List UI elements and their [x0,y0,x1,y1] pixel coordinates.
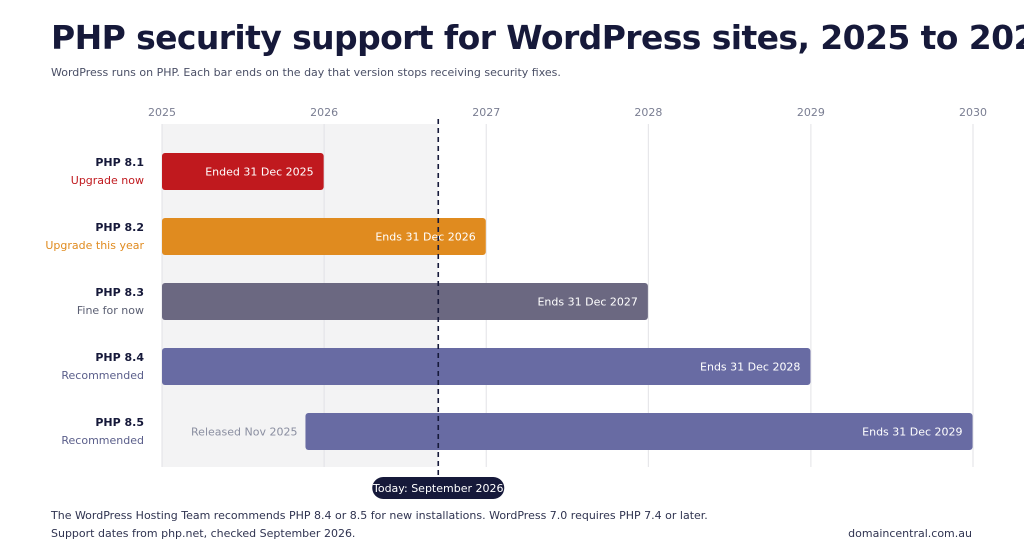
row-status-label: Recommended [61,369,144,382]
footer-note-recommendation: The WordPress Hosting Team recommends PH… [51,509,708,522]
x-tick-label: 2029 [797,106,825,119]
support-bar [305,413,973,450]
x-tick-label: 2025 [148,106,176,119]
row-version-label: PHP 8.2 [95,221,144,234]
bar-end-label: Ends 31 Dec 2029 [862,426,962,439]
bar-end-label: Ends 31 Dec 2028 [700,361,800,374]
bar-end-label: Ends 31 Dec 2026 [375,231,475,244]
release-label: Released Nov 2025 [191,426,297,439]
x-tick-label: 2030 [959,106,987,119]
bar-end-label: Ended 31 Dec 2025 [205,166,313,179]
support-bar [162,283,648,320]
x-tick-label: 2028 [634,106,662,119]
row-version-label: PHP 8.1 [95,156,144,169]
row-version-label: PHP 8.4 [95,351,144,364]
row-status-label: Fine for now [77,304,144,317]
support-bar [162,218,486,255]
row-status-label: Upgrade this year [45,239,144,252]
row-version-label: PHP 8.3 [95,286,144,299]
bar-end-label: Ends 31 Dec 2027 [537,296,637,309]
today-badge [372,477,505,499]
row-version-label: PHP 8.5 [95,416,144,429]
row-status-label: Recommended [61,434,144,447]
page-subtitle: WordPress runs on PHP. Each bar ends on … [51,66,561,79]
x-tick-label: 2026 [310,106,338,119]
today-label: Today: September 2026 [372,482,504,495]
support-bar [162,348,811,385]
page-title: PHP security support for WordPress sites… [51,18,1024,57]
footer-note-source: Support dates from php.net, checked Sept… [51,527,356,540]
brand-link[interactable]: domaincentral.com.au [848,527,972,540]
x-tick-label: 2027 [472,106,500,119]
row-status-label: Upgrade now [71,174,144,187]
support-bar [162,153,324,190]
